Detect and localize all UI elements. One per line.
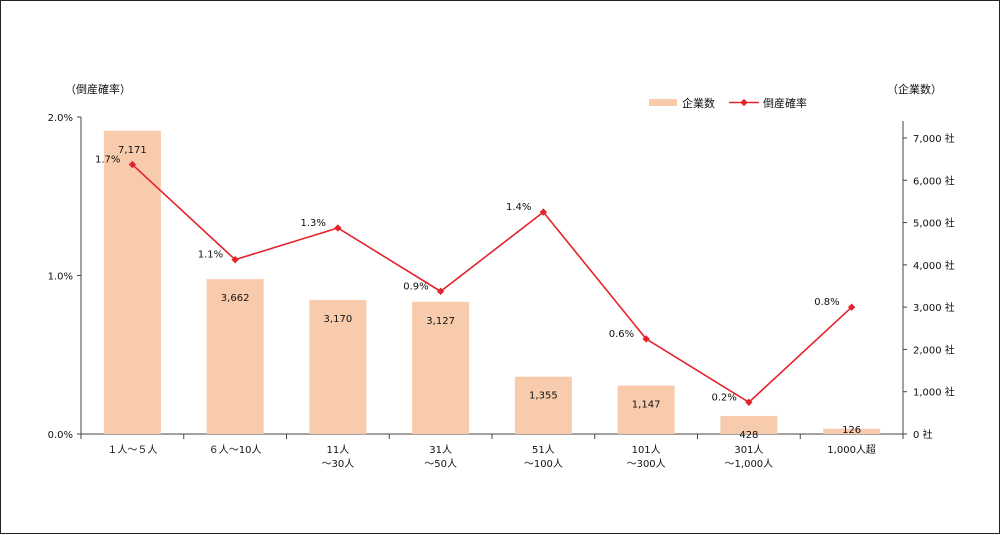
x-category-label: ～100人: [524, 458, 563, 470]
bar-value-label: 3,170: [324, 314, 353, 325]
x-category-label: ～50人: [424, 458, 457, 470]
line-value-label: 0.2%: [711, 392, 736, 403]
legend-swatch-bars: [649, 99, 677, 106]
x-category-label: １人～５人: [107, 444, 157, 456]
line-point-4: [539, 208, 548, 216]
right-tick-label: 1,000 社: [913, 386, 955, 399]
bar-value-label: 3,127: [426, 316, 455, 327]
line-value-label: 1.7%: [95, 155, 120, 166]
left-tick-label: 1.0%: [48, 272, 73, 283]
line-point-0: [128, 160, 137, 169]
bar-value-label: 126: [842, 425, 861, 436]
right-axis-title: （企業数）: [887, 82, 942, 96]
x-category-label: ～1,000人: [725, 458, 774, 470]
x-category-label: ～30人: [322, 458, 355, 470]
legend-label-line: 倒産確率: [763, 96, 807, 110]
bar-5: [617, 385, 675, 434]
line-value-label: 0.8%: [814, 297, 839, 308]
right-tick-label: 6,000 社: [913, 174, 955, 187]
bar-7: [823, 428, 881, 434]
bar-4: [514, 376, 572, 434]
line-value-label: 1.3%: [300, 218, 325, 229]
bar-value-label: 7,171: [118, 145, 147, 156]
x-category-label: 301人: [734, 444, 763, 456]
right-tick-label: 2,000 社: [913, 343, 955, 356]
bar-0: [103, 130, 161, 434]
line-value-label: 0.6%: [609, 329, 634, 340]
x-category-label: ～300人: [627, 458, 666, 470]
right-tick-label: 4,000 社: [913, 259, 955, 272]
line-value-label: 1.4%: [506, 202, 531, 213]
x-category-label: 11人: [327, 444, 350, 456]
x-category-label: 1,000人超: [827, 443, 876, 456]
line-point-3: [436, 287, 445, 296]
legend-label-bars: 企業数: [682, 96, 715, 110]
line-point-2: [334, 224, 342, 232]
bar-value-label: 428: [739, 430, 758, 441]
bar-value-label: 1,355: [529, 391, 558, 402]
bar-1: [206, 279, 264, 434]
right-tick-label: 7,000 社: [913, 132, 955, 145]
bar-2: [309, 299, 367, 434]
left-axis-title: （倒産確率）: [65, 82, 131, 96]
x-category-label: 51人: [532, 444, 555, 456]
line-point-5: [642, 335, 650, 343]
line-point-1: [231, 255, 239, 264]
left-tick-label: 2.0%: [48, 113, 73, 124]
line-point-7: [847, 303, 856, 311]
bar-3: [412, 301, 470, 434]
right-tick-label: 3,000 社: [913, 301, 955, 314]
x-category-label: 31人: [429, 444, 452, 456]
bar-value-label: 1,147: [632, 399, 661, 410]
x-category-label: ６人～10人: [209, 444, 262, 456]
bar-value-label: 3,662: [221, 293, 250, 304]
legend-marker-line: [740, 98, 748, 107]
left-tick-label: 0.0%: [48, 430, 73, 441]
bar-6: [720, 415, 778, 434]
x-category-label: 101人: [632, 444, 661, 456]
line-value-label: 1.1%: [198, 250, 223, 261]
probability-line: [131, 163, 853, 404]
right-tick-label: 0 社: [913, 428, 933, 441]
right-tick-label: 5,000 社: [913, 217, 955, 230]
line-point-6: [745, 398, 753, 406]
line-value-label: 0.9%: [403, 281, 428, 292]
